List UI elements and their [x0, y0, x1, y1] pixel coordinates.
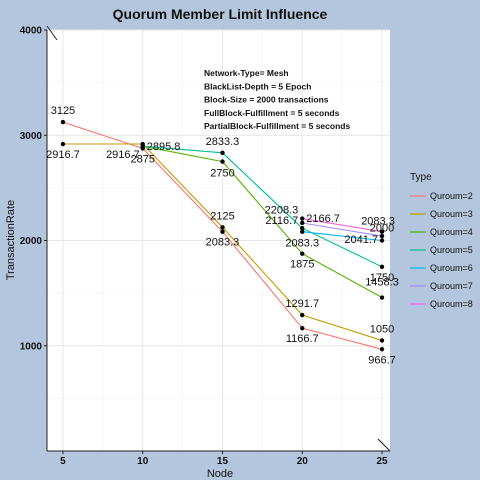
data-point [380, 338, 384, 342]
data-point [300, 230, 304, 234]
data-label: 2083.3 [285, 238, 319, 250]
legend: Type Quroum=2 Quroum=3 Quroum=4 Quroum=5 Quro… [410, 172, 473, 309]
x-axis-label: Node [207, 468, 233, 480]
data-point [61, 142, 65, 146]
legend-label: Quroum=6 [430, 263, 473, 273]
x-tick-label: 10 [137, 456, 149, 467]
data-point [380, 234, 384, 238]
data-label: 2916.7 [46, 149, 80, 161]
data-point [220, 230, 224, 234]
data-point [380, 265, 384, 269]
data-point [300, 313, 304, 317]
data-label: 2750 [210, 168, 234, 180]
data-label: 2125 [210, 210, 234, 222]
legend-label: Quroum=2 [430, 191, 473, 201]
x-tick-label: 25 [376, 456, 388, 467]
annotation-line: FullBlock-Fulfillment = 5 seconds [204, 108, 340, 118]
legend-label: Quroum=7 [430, 281, 473, 291]
data-label: 2833.3 [206, 136, 240, 148]
data-label: 2166.7 [306, 213, 340, 225]
legend-title: Type [410, 172, 432, 183]
data-point [380, 347, 384, 351]
data-label: 966.7 [368, 354, 396, 366]
annotation-line: Network-Type= Mesh [204, 68, 289, 78]
legend-label: Quroum=3 [430, 209, 473, 219]
y-tick-label: 3000 [20, 131, 43, 142]
data-label: 1291.7 [285, 298, 319, 310]
data-point [300, 251, 304, 255]
data-point [380, 295, 384, 299]
data-point [220, 159, 224, 163]
data-point [220, 225, 224, 229]
data-label: 1875 [290, 259, 314, 271]
data-point [61, 120, 65, 124]
data-label: 2116.7 [265, 215, 298, 227]
legend-label: Quroum=4 [430, 227, 473, 237]
y-tick-label: 2000 [20, 236, 43, 247]
legend-label: Quroum=5 [430, 245, 473, 255]
data-point [300, 326, 304, 330]
data-label: 2208.3 [265, 205, 299, 217]
x-tick-label: 15 [217, 456, 229, 467]
y-tick-label: 4000 [20, 26, 43, 37]
data-label: 2041.7 [344, 234, 378, 246]
data-label: 2083.3 [361, 216, 395, 228]
data-point [300, 216, 304, 220]
chart-title: Quorum Member Limit Influence [113, 6, 328, 22]
annotation-line: PartialBlock-Fulfillment = 5 seconds [204, 121, 350, 131]
data-label: 1750 [370, 272, 394, 284]
data-label: 2916.7 [106, 149, 140, 161]
data-label: 1166.7 [286, 333, 319, 345]
annotation-line: BlackList-Depth = 5 Epoch [204, 81, 311, 91]
y-axis-label: TransactionRate [5, 200, 17, 280]
data-label: 1050 [370, 323, 394, 335]
data-point [141, 144, 145, 148]
x-tick-label: 5 [60, 456, 66, 467]
data-label: 3125 [51, 105, 75, 117]
data-label: 2895.8 [147, 141, 181, 153]
data-point [380, 238, 384, 242]
annotation-line: Block-Size = 2000 transactions [204, 95, 329, 105]
data-point [300, 221, 304, 225]
data-label: 2083.3 [206, 237, 240, 249]
legend-label: Quroum=8 [430, 299, 473, 309]
y-tick-label: 1000 [20, 341, 43, 352]
data-point [220, 151, 224, 155]
x-tick-label: 20 [297, 456, 309, 467]
